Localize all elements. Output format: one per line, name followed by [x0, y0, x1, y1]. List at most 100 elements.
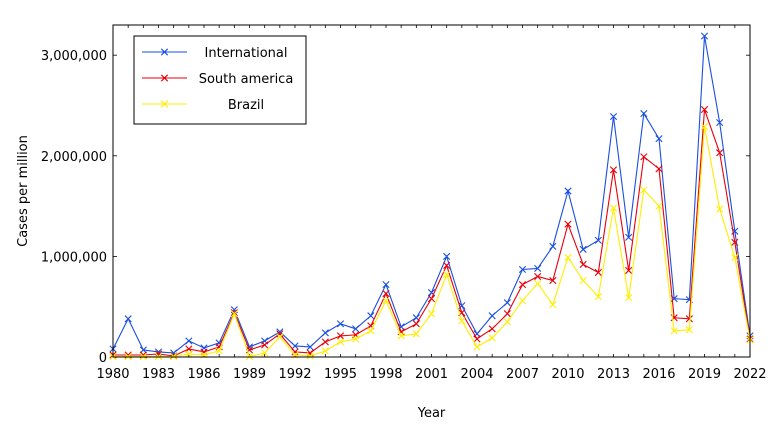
data-point-marker: [488, 334, 496, 342]
x-tick-label: 1992: [278, 367, 311, 382]
data-point-marker: [716, 118, 724, 127]
data-point-marker: [579, 245, 587, 253]
x-tick-label: 2001: [415, 367, 448, 382]
data-point-marker: [518, 297, 527, 305]
data-point-marker: [124, 352, 132, 361]
data-point-marker: [185, 337, 193, 345]
data-point-marker: [245, 352, 254, 361]
data-point-marker: [594, 293, 602, 301]
data-point-marker: [594, 268, 602, 277]
data-point-marker: [321, 329, 329, 337]
series-lines: [109, 32, 754, 361]
data-point-marker: [518, 280, 527, 289]
data-point-marker: [549, 242, 557, 250]
data-point-marker: [124, 315, 132, 323]
data-point-marker: [276, 333, 284, 341]
data-point-marker: [534, 272, 542, 281]
data-point-marker: [716, 149, 724, 157]
data-point-marker: [488, 325, 496, 333]
legend-label: International: [205, 46, 288, 61]
data-point-marker: [336, 332, 345, 340]
data-point-marker: [170, 352, 178, 361]
data-point-marker: [367, 312, 375, 320]
legend-entry: South america: [142, 72, 293, 87]
data-point-marker: [549, 301, 557, 309]
data-point-marker: [579, 260, 587, 269]
data-point-marker: [473, 343, 481, 351]
x-tick-label: 2016: [642, 367, 675, 382]
x-tick-label: 2007: [506, 367, 539, 382]
data-point-marker: [276, 330, 284, 338]
data-point-marker: [685, 315, 693, 323]
data-point-marker: [473, 335, 481, 343]
data-point-marker: [382, 290, 390, 298]
data-point-marker: [443, 261, 451, 270]
data-point-marker: [230, 310, 238, 318]
data-point-marker: [640, 186, 648, 194]
x-tick-label: 2013: [597, 367, 630, 382]
y-tick-label: 3,000,000: [41, 49, 107, 64]
data-point-marker: [458, 317, 466, 325]
data-point-marker: [352, 325, 360, 333]
series-south-america: [109, 105, 754, 360]
legend-label: Brazil: [228, 98, 264, 113]
data-point-marker: [685, 326, 693, 334]
x-tick-label: 2004: [460, 367, 493, 382]
data-point-marker: [503, 310, 511, 318]
data-point-marker: [564, 187, 572, 195]
data-point-marker: [306, 352, 314, 360]
data-point-marker: [594, 236, 602, 244]
data-point-marker: [427, 310, 436, 318]
series-brazil: [109, 123, 754, 361]
data-point-marker: [700, 123, 709, 131]
data-point-marker: [321, 347, 329, 355]
data-point-marker: [609, 204, 618, 212]
data-point-marker: [503, 318, 511, 326]
legend-label: South america: [199, 72, 294, 87]
data-point-marker: [261, 349, 269, 357]
data-point-marker: [154, 352, 163, 361]
data-point-marker: [625, 233, 633, 241]
data-point-marker: [731, 238, 739, 246]
data-point-marker: [564, 220, 572, 228]
data-point-marker: [700, 105, 709, 114]
data-point-marker: [625, 266, 633, 275]
data-point-marker: [382, 280, 390, 289]
data-point-marker: [412, 320, 420, 328]
data-point-marker: [655, 165, 663, 173]
data-point-marker: [382, 297, 390, 305]
data-point-marker: [261, 341, 269, 349]
legend-marker: [160, 100, 169, 108]
data-point-marker: [306, 343, 314, 351]
data-point-marker: [731, 253, 739, 261]
x-tick-label: 2022: [733, 367, 766, 382]
legend-marker: [160, 74, 169, 82]
data-point-marker: [185, 350, 193, 358]
x-tick-label: 1983: [142, 367, 175, 382]
y-tick-label: 2,000,000: [41, 150, 107, 165]
data-point-marker: [427, 295, 436, 303]
x-tick-label: 2010: [551, 367, 584, 382]
data-point-marker: [503, 299, 511, 307]
y-tick-label: 1,000,000: [41, 250, 107, 265]
x-tick-label: 1998: [369, 367, 402, 382]
data-point-marker: [534, 264, 542, 273]
data-point-marker: [291, 342, 299, 350]
series-line: [113, 109, 751, 357]
plot-frame: [112, 24, 751, 358]
data-point-marker: [564, 253, 572, 261]
x-tick-labels: 1980 1983 1986 1989 1992 1995 1998 2001 2004 2007…: [96, 367, 766, 382]
x-tick-label: 2019: [688, 367, 721, 382]
data-point-marker: [397, 332, 405, 340]
data-point-marker: [139, 352, 147, 361]
data-point-marker: [609, 112, 618, 121]
data-point-marker: [534, 279, 542, 288]
data-point-marker: [291, 348, 299, 356]
data-point-marker: [609, 166, 618, 174]
data-point-marker: [336, 338, 345, 346]
x-tick-label: 1986: [187, 367, 220, 382]
legend-entry: International: [142, 46, 287, 61]
data-point-marker: [625, 294, 633, 302]
x-axis-title: Year: [417, 406, 446, 421]
